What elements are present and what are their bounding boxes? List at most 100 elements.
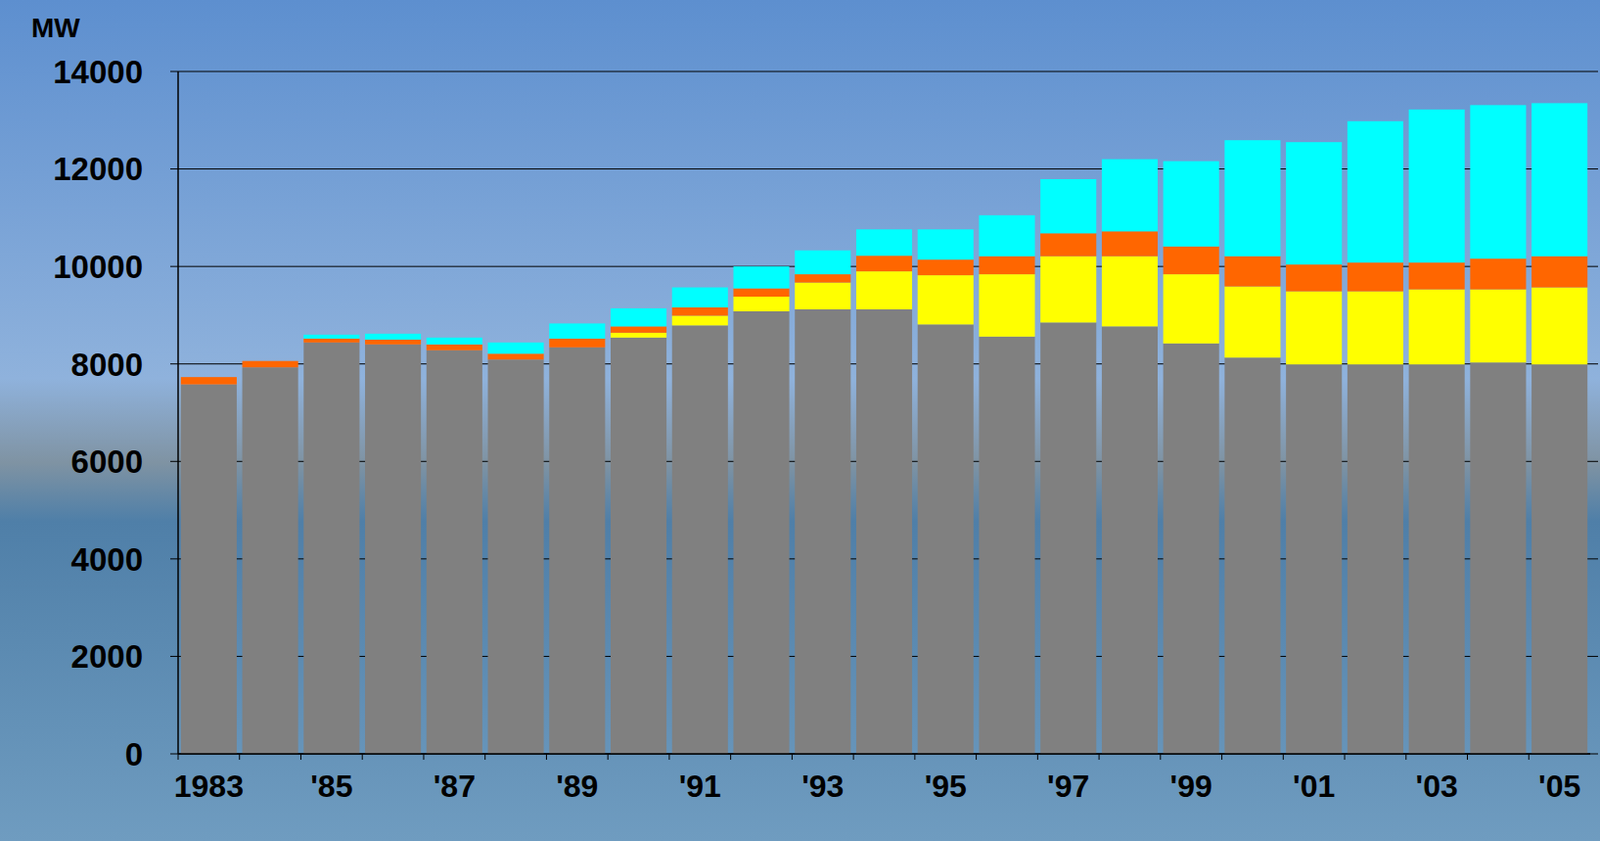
x-tick	[1528, 753, 1530, 760]
x-tick	[178, 753, 180, 760]
bar-segment	[978, 256, 1035, 275]
bar-segment	[732, 311, 789, 754]
bar-segment	[917, 228, 974, 260]
bar-segment	[365, 344, 421, 754]
bar-segment	[1531, 364, 1588, 754]
x-axis-line	[178, 752, 1591, 755]
x-tick	[853, 753, 855, 760]
bar-segment	[610, 325, 667, 332]
bar-segment	[1101, 159, 1158, 232]
bar-segment	[1469, 289, 1526, 364]
bar-segment	[548, 322, 605, 338]
x-tick	[1037, 753, 1039, 760]
bar-segment	[181, 376, 237, 378]
bar-segment	[917, 274, 974, 324]
x-tick	[484, 753, 486, 760]
x-tick	[1344, 753, 1346, 760]
bar-segment	[794, 250, 851, 275]
bar-segment	[303, 338, 360, 343]
bar-segment	[1531, 287, 1588, 366]
bar-segment	[672, 324, 729, 754]
x-tick	[1221, 753, 1223, 760]
bar-segment	[1469, 104, 1526, 259]
bar-segment	[856, 228, 913, 256]
bar-segment	[1531, 102, 1588, 256]
bar-segment	[365, 333, 421, 340]
bar-segment	[672, 287, 729, 308]
x-tick-label: '97	[1047, 768, 1090, 804]
x-tick	[1282, 753, 1284, 760]
bar-segment	[1040, 256, 1097, 323]
bar-segment	[1101, 325, 1158, 754]
bar-segment	[181, 384, 237, 754]
bar-segment	[794, 309, 851, 754]
bar-segment	[856, 255, 913, 272]
y-tick-label: 12000	[52, 150, 143, 187]
bar-segment	[1224, 139, 1280, 256]
x-tick	[1405, 753, 1407, 760]
bar-segment	[1040, 179, 1097, 233]
x-tick	[975, 753, 977, 760]
bar-segment	[1409, 364, 1465, 754]
y-tick-label: 4000	[71, 541, 143, 578]
bar-segment	[732, 296, 789, 312]
bar-segment	[181, 376, 237, 384]
bar-segment	[426, 350, 483, 754]
bar-segment	[1347, 262, 1404, 291]
bar-segment	[242, 361, 299, 367]
bar-segment	[978, 336, 1035, 754]
y-tick-label: 10000	[52, 248, 143, 285]
x-tick-label: '99	[1170, 768, 1213, 804]
bar-segment	[242, 366, 299, 754]
grid-line	[170, 71, 1599, 73]
bar-segment	[794, 282, 851, 310]
bar-segment	[794, 274, 851, 282]
x-tick	[422, 753, 424, 760]
bar-segment	[1347, 291, 1404, 366]
bar-segment	[856, 271, 913, 310]
bar-segment	[1285, 264, 1342, 291]
bar-segment	[917, 259, 974, 275]
bar-segment	[1224, 286, 1280, 359]
x-tick-label: 1983	[174, 768, 244, 804]
bar-segment	[1347, 121, 1404, 263]
y-axis-title: MW	[31, 12, 81, 44]
bar-segment	[1101, 230, 1158, 256]
x-tick-label: '87	[433, 768, 476, 804]
x-tick	[1159, 753, 1161, 760]
bar-segment	[1409, 262, 1465, 289]
chart: 02000400060008000100001200014000MW1983'8…	[0, 0, 1600, 841]
bar-segment	[303, 334, 360, 339]
bar-segment	[1469, 258, 1526, 289]
bar-segment	[1409, 109, 1465, 263]
y-tick-label: 14000	[52, 53, 143, 91]
x-tick-label: '89	[555, 768, 598, 804]
bar-segment	[242, 360, 299, 362]
grid-line	[170, 753, 1599, 755]
x-tick	[238, 753, 240, 760]
x-tick	[791, 753, 793, 760]
bar-segment	[1285, 291, 1342, 366]
bar-segment	[1285, 141, 1342, 265]
bar-segment	[426, 337, 483, 345]
y-tick-label: 2000	[71, 638, 143, 675]
bar-segment	[1224, 357, 1280, 754]
bar-segment	[1531, 256, 1588, 288]
x-tick	[668, 753, 670, 760]
bar-segment	[1285, 364, 1342, 754]
bar-segment	[672, 315, 729, 325]
bar-segment	[1347, 364, 1404, 754]
bar-segment	[1163, 161, 1220, 247]
y-tick-label: 6000	[71, 443, 143, 480]
x-tick-label: '01	[1292, 768, 1335, 804]
bar-segment	[1101, 256, 1158, 327]
bar-segment	[732, 266, 789, 288]
bar-segment	[732, 288, 789, 297]
x-tick-label: '85	[310, 768, 353, 804]
bar-segment	[856, 309, 913, 754]
x-tick	[730, 753, 732, 760]
y-tick-label: 8000	[71, 346, 143, 383]
bar-segment	[303, 342, 360, 754]
bar-segment	[917, 323, 974, 754]
bar-segment	[548, 347, 605, 754]
